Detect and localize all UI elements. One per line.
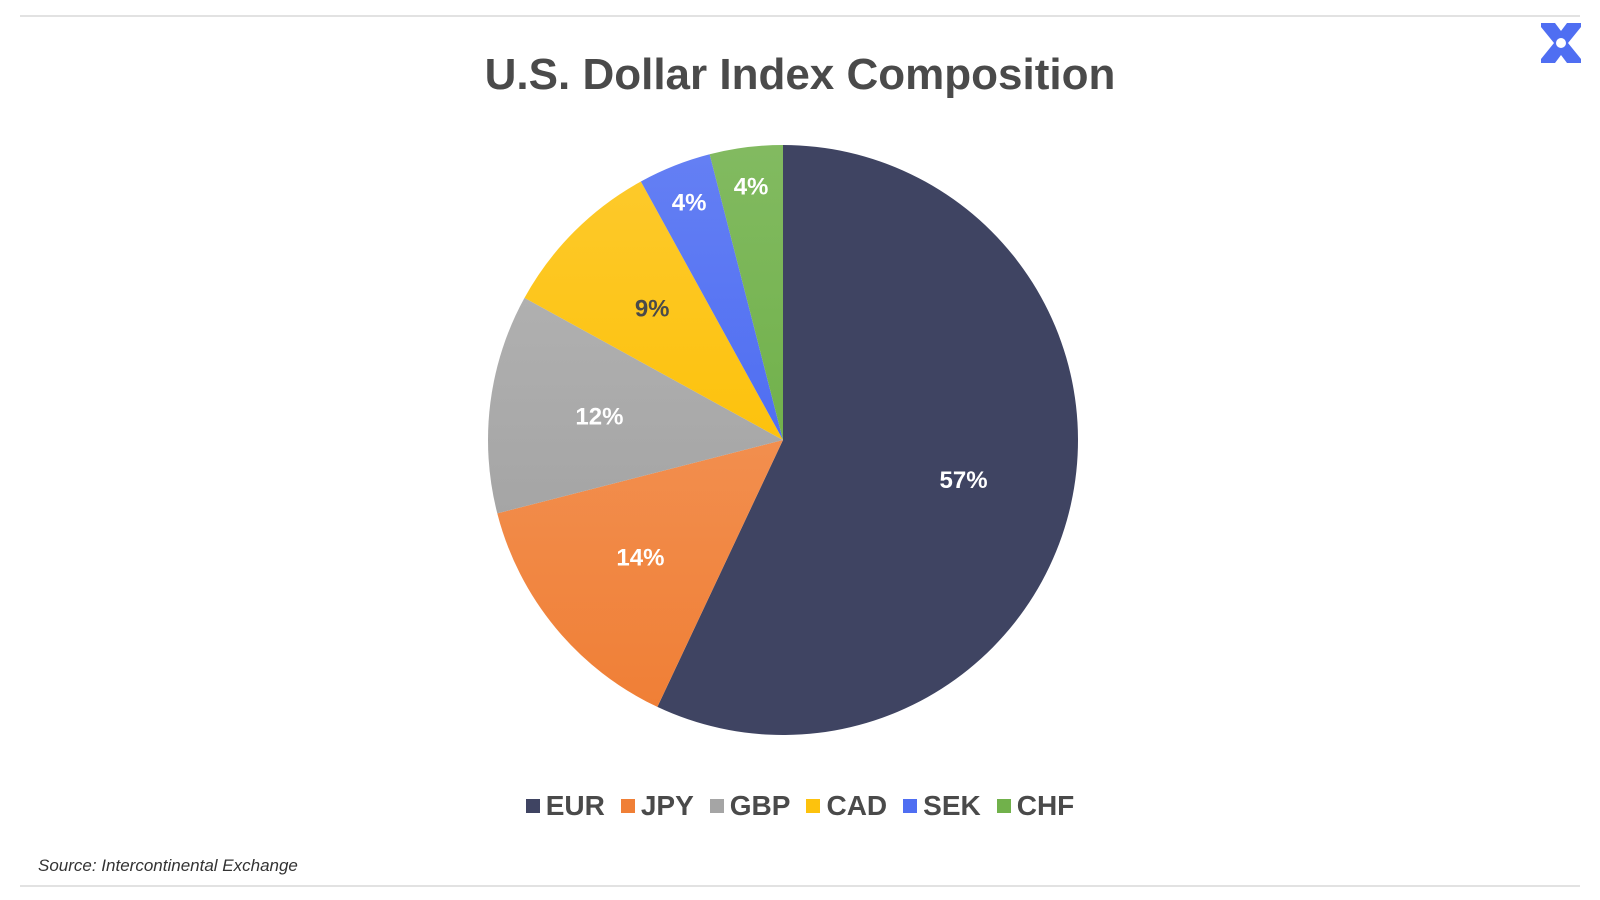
pie-slice-sek <box>640 154 783 440</box>
chart-legend: EUR JPY GBP CAD SEK CHF <box>0 790 1600 822</box>
legend-label: EUR <box>545 790 605 821</box>
data-label-jpy: 14% <box>616 544 664 571</box>
legend-label: CAD <box>826 790 888 821</box>
pie-slice-eur <box>657 145 1079 736</box>
legend-item-sek: SEK <box>903 790 981 822</box>
pie-slice-cad <box>524 181 783 440</box>
chart-title: U.S. Dollar Index Composition <box>484 50 1116 99</box>
legend-item-gbp: GBP <box>709 790 791 822</box>
x-logo-icon <box>1541 23 1581 63</box>
pie-slice-chf <box>709 145 783 440</box>
pie-slice-gbp <box>488 297 783 514</box>
data-label-gbp: 12% <box>575 403 623 430</box>
bottom-divider <box>20 885 1580 887</box>
data-label-eur: 57% <box>940 467 988 494</box>
source-note: Source: Intercontinental Exchange <box>38 856 298 875</box>
legend-label: SEK <box>923 790 981 821</box>
legend-item-jpy: JPY <box>620 790 694 822</box>
legend-swatch <box>525 799 540 813</box>
legend-swatch <box>903 799 918 813</box>
data-label-chf: 4% <box>734 174 769 201</box>
legend-label: CHF <box>1016 790 1075 821</box>
legend-swatch <box>806 799 821 813</box>
legend-label: JPY <box>640 790 694 821</box>
top-divider <box>20 15 1580 17</box>
pie-slice-jpy <box>497 440 783 707</box>
legend-label: GBP <box>729 790 791 821</box>
legend-item-cad: CAD <box>806 790 887 822</box>
legend-item-eur: EUR <box>525 790 605 822</box>
legend-swatch <box>709 799 724 813</box>
legend-swatch <box>996 799 1011 813</box>
data-label-cad: 9% <box>635 296 670 323</box>
legend-item-chf: CHF <box>996 790 1075 822</box>
legend-swatch <box>620 799 635 813</box>
data-label-sek: 4% <box>672 189 707 216</box>
